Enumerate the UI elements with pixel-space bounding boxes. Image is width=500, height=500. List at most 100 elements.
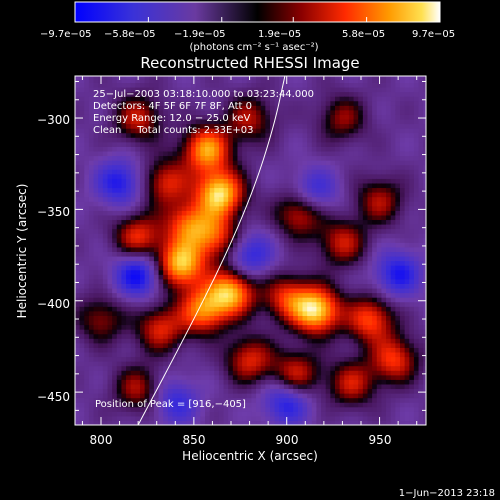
heatmap-cell (98, 287, 104, 294)
heatmap-cell (335, 201, 341, 207)
heatmap-cell (135, 269, 141, 275)
colorbar-units: (photons cm⁻² s⁻¹ asec⁻²) (189, 42, 318, 53)
heatmap-cell (330, 160, 336, 166)
heatmap-cell (153, 105, 160, 111)
heatmap-cell (130, 255, 136, 262)
heatmap-cell (223, 178, 229, 184)
heatmap-cell (270, 141, 276, 147)
heatmap-cell (246, 228, 253, 234)
heatmap-cell (116, 91, 123, 97)
heatmap-cell (205, 374, 211, 380)
heatmap-cell (302, 251, 308, 257)
heatmap-cell (149, 397, 155, 403)
heatmap-cell (325, 287, 331, 294)
heatmap-cell (358, 283, 364, 289)
heatmap-cell (242, 415, 248, 422)
heatmap-cell (358, 310, 364, 316)
heatmap-cell (223, 402, 229, 408)
heatmap-cell (112, 310, 118, 316)
heatmap-cell (270, 265, 276, 271)
heatmap-cell (335, 146, 341, 152)
heatmap-cell (140, 187, 146, 193)
heatmap-cell (167, 100, 174, 106)
heatmap-cell (358, 297, 364, 303)
heatmap-cell (344, 128, 350, 134)
heatmap-cell (149, 374, 155, 380)
heatmap-cell (270, 146, 276, 152)
heatmap-cell (279, 365, 285, 371)
heatmap-cell (279, 324, 285, 330)
heatmap-cell (358, 319, 364, 326)
heatmap-cell (232, 324, 239, 330)
heatmap-cell (177, 201, 183, 207)
heatmap-cell (191, 164, 197, 170)
heatmap-cell (209, 160, 215, 166)
heatmap-cell (93, 397, 99, 403)
heatmap-cell (307, 76, 313, 79)
heatmap-cell (209, 351, 215, 358)
heatmap-cell (144, 205, 150, 211)
heatmap-cell (88, 201, 95, 207)
heatmap-cell (200, 397, 206, 403)
heatmap-cell (116, 365, 123, 371)
heatmap-cell (325, 402, 331, 408)
heatmap-cell (75, 146, 81, 152)
heatmap-cell (102, 182, 109, 189)
heatmap-cell (181, 292, 188, 298)
heatmap-cell (186, 246, 192, 253)
heatmap-cell (191, 169, 197, 175)
heatmap-cell (84, 160, 90, 166)
heatmap-cell (112, 319, 118, 326)
heatmap-cell (330, 109, 336, 115)
heatmap-cell (181, 132, 188, 138)
heatmap-cell (297, 132, 304, 138)
heatmap-cell (232, 123, 239, 129)
heatmap-cell (297, 160, 304, 166)
heatmap-cell (181, 370, 188, 376)
heatmap-cell (186, 173, 192, 179)
heatmap-cell (144, 411, 150, 417)
heatmap-cell (223, 91, 229, 97)
heatmap-cell (325, 361, 331, 367)
heatmap-cell (75, 224, 81, 230)
heatmap-cell (84, 109, 90, 115)
heatmap-cell (116, 324, 123, 330)
heatmap-cell (181, 406, 188, 412)
heatmap-cell (302, 214, 308, 221)
heatmap-cell (218, 406, 225, 412)
heatmap-cell (242, 187, 248, 193)
heatmap-cell (186, 233, 192, 239)
heatmap-cell (307, 306, 313, 312)
heatmap-cell (288, 415, 294, 422)
heatmap-cell (186, 397, 192, 403)
heatmap-cell (200, 214, 206, 221)
heatmap-cell (140, 278, 146, 284)
heatmap-cell (88, 237, 95, 243)
heatmap-cell (283, 274, 290, 280)
heatmap-cell (362, 123, 369, 129)
heatmap-cell (116, 415, 123, 422)
heatmap-cell (353, 306, 359, 312)
heatmap-cell (149, 306, 155, 312)
heatmap-cell (260, 192, 266, 198)
heatmap-cell (84, 333, 90, 339)
heatmap-cell (339, 406, 345, 412)
heatmap-cell (98, 306, 104, 312)
heatmap-cell (126, 155, 132, 161)
heatmap-cell (362, 393, 369, 399)
heatmap-cell (344, 356, 350, 362)
heatmap-cell (256, 265, 262, 271)
heatmap-cell (135, 324, 141, 330)
heatmap-cell (218, 196, 225, 202)
heatmap-cell (274, 338, 280, 344)
heatmap-cell (223, 411, 229, 417)
heatmap-cell (116, 228, 123, 234)
heatmap-cell (358, 169, 364, 175)
heatmap-cell (167, 210, 174, 216)
heatmap-cell (140, 379, 146, 385)
heatmap-cell (307, 86, 313, 93)
heatmap-cell (283, 297, 290, 303)
heatmap-cell (191, 114, 197, 120)
heatmap-cell (344, 164, 350, 170)
heatmap-cell (302, 379, 308, 385)
